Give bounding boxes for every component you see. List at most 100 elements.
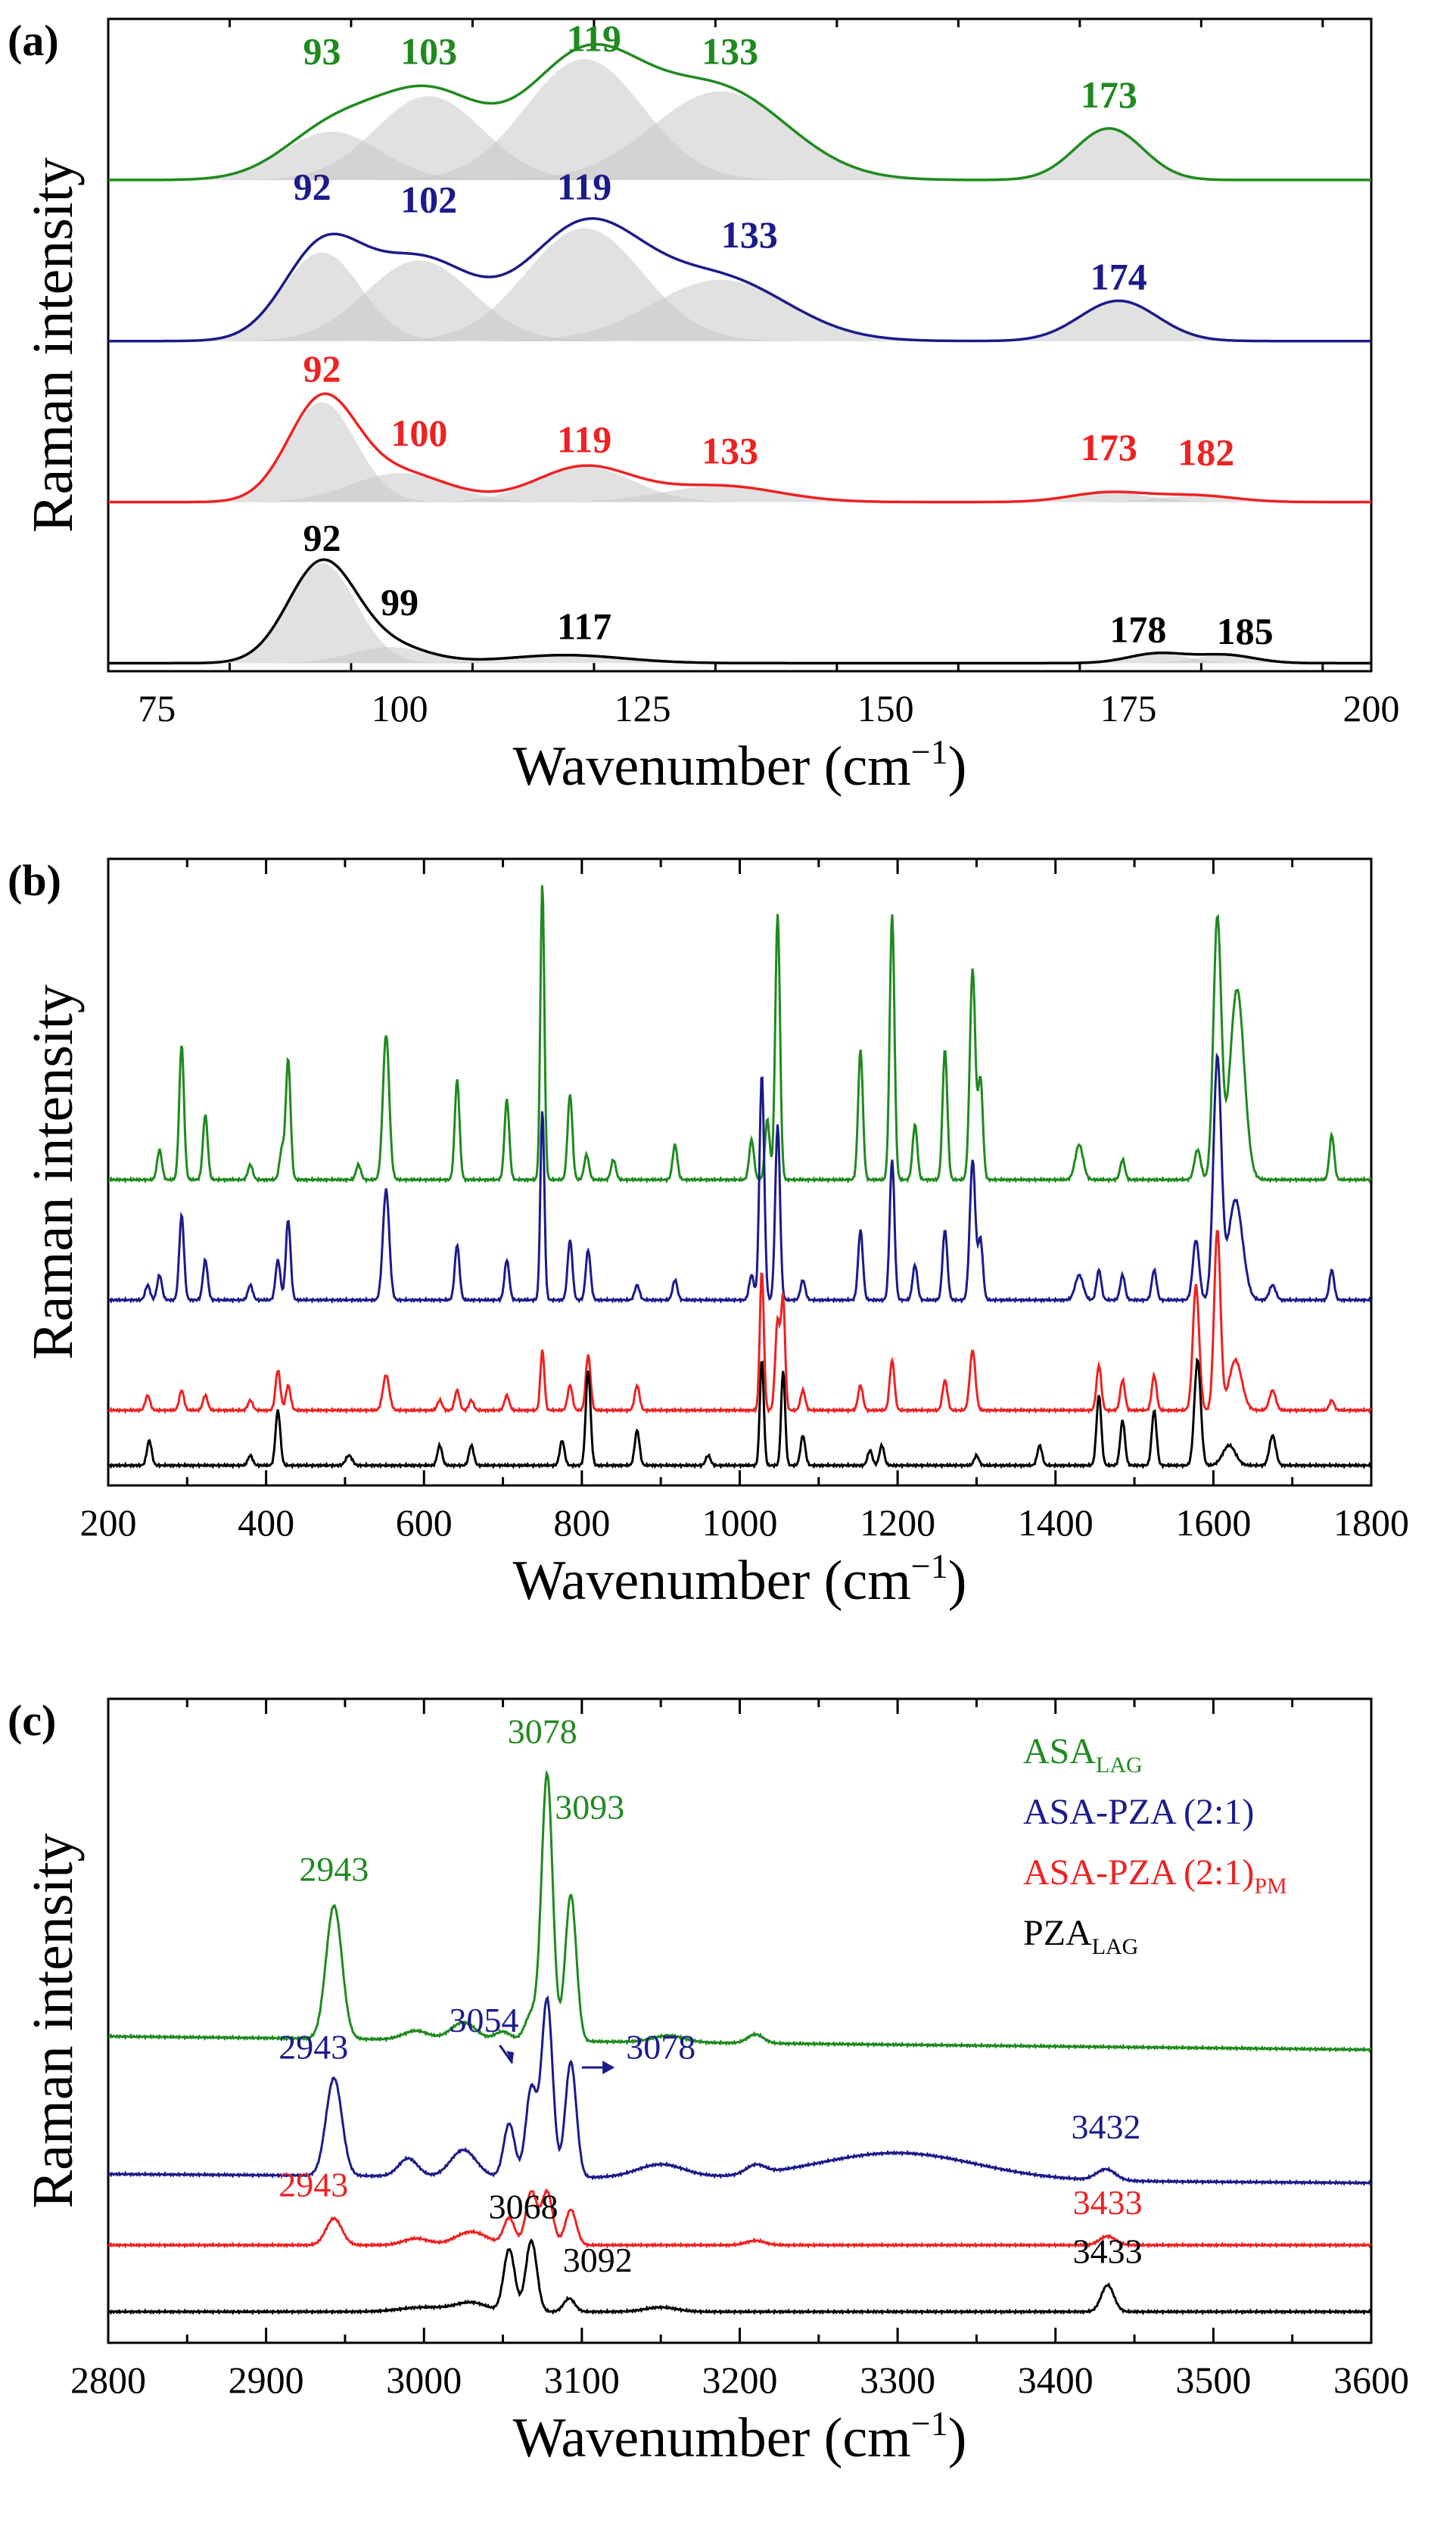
- legend-entry-base: ASA-PZA (2:1): [1023, 1792, 1254, 1832]
- peak-label: 117: [557, 605, 611, 647]
- series-asa-pza-pm: 92 100 119 133 173 182: [108, 347, 1371, 504]
- x-axis-label-close: ): [948, 736, 967, 798]
- x-tick-label: 2800: [70, 2359, 146, 2401]
- x-tick-label: 3400: [1018, 2359, 1094, 2401]
- legend-entry: ASA-PZA (2:1)PM: [1023, 1852, 1287, 1899]
- fit-component: [108, 486, 1371, 502]
- legend-entry: PZALAG: [1023, 1913, 1138, 1959]
- x-axis-label: Wavenumber (cm−1): [513, 2404, 967, 2469]
- fit-component: [108, 128, 1371, 180]
- series-asa-pza: 92 102 119 133 174: [108, 165, 1371, 343]
- legend-entry-base: ASA-PZA (2:1): [1023, 1852, 1254, 1893]
- series-asa-pza-pm: 2943 3433: [107, 2165, 1372, 2249]
- x-tick-label: 3200: [702, 2359, 778, 2401]
- peak-label: 178: [1109, 608, 1166, 651]
- peak-arrows: [499, 2044, 615, 2075]
- fit-component: [108, 402, 1371, 502]
- x-tick-label: 100: [372, 687, 428, 729]
- spectrum-line: [108, 42, 1371, 182]
- x-tick-label: 400: [238, 1501, 294, 1544]
- peak-label: 174: [1090, 256, 1147, 298]
- x-axis-label: Wavenumber (cm−1): [513, 1547, 967, 1612]
- peak-label: 3068: [489, 2188, 558, 2226]
- panel-label: (b): [8, 856, 61, 905]
- peak-label: 173: [1081, 426, 1137, 468]
- x-axis-label-close: ): [948, 2407, 967, 2469]
- peak-label: 103: [400, 30, 457, 73]
- fit-component: [108, 492, 1371, 502]
- plot-frame: [107, 857, 1373, 1487]
- x-tick-label: 1200: [860, 1501, 935, 1544]
- series-asa-pza: [107, 1052, 1372, 1304]
- peak-label: 3093: [555, 1787, 624, 1826]
- spectrum-line: [108, 217, 1371, 343]
- x-tick-label: 200: [80, 1501, 137, 1544]
- arrow-head-3078: [602, 2061, 615, 2075]
- x-tick-label: 600: [396, 1501, 453, 1544]
- fit-component: [108, 647, 1371, 664]
- peak-label: 3433: [1073, 2232, 1143, 2270]
- peak-label: 100: [390, 412, 447, 454]
- fit-component: [108, 496, 1371, 502]
- peak-label: 93: [303, 30, 341, 73]
- panel-label: (c): [8, 1696, 56, 1745]
- peak-label: 2943: [278, 2027, 348, 2066]
- spectrum-line: [107, 1357, 1372, 1470]
- x-axis-label-main: Wavenumber (cm: [513, 736, 911, 798]
- panel-label: (a): [8, 16, 59, 65]
- x-tick-label: 3000: [386, 2359, 462, 2401]
- y-axis-label: Raman intensity: [21, 984, 85, 1360]
- peak-label: 92: [294, 165, 331, 207]
- fit-component: [108, 91, 1371, 180]
- legend-entry-sub: PM: [1254, 1874, 1286, 1899]
- x-tick-label: 2900: [229, 2359, 304, 2401]
- arrow-3054: [499, 2044, 514, 2064]
- series-asa-lag: [107, 885, 1372, 1184]
- peak-label: 3078: [508, 1712, 577, 1751]
- peak-label: 92: [303, 347, 341, 390]
- fit-component: [108, 279, 1371, 341]
- x-tick-label: 75: [138, 687, 176, 729]
- peak-label: 133: [702, 30, 758, 73]
- x-axis-label-main: Wavenumber (cm: [513, 1550, 911, 1612]
- x-tick-label: 3600: [1333, 2359, 1409, 2401]
- fit-component: [108, 96, 1371, 180]
- spectrum-line: [107, 2188, 1372, 2249]
- peak-label: 2943: [299, 1850, 369, 1889]
- x-tick-label: 3100: [544, 2359, 620, 2401]
- series-asa-pza-pm: [107, 1229, 1372, 1414]
- series-pza-lag: [107, 1357, 1372, 1470]
- spectrum-line: [107, 885, 1372, 1184]
- plot-frame: [107, 17, 1373, 673]
- x-tick-label: 1000: [702, 1501, 778, 1544]
- spectrum-line: [107, 1052, 1372, 1304]
- spectrum-line: [107, 1769, 1372, 2053]
- peak-label: 173: [1081, 73, 1137, 116]
- y-axis-label: Raman intensity: [21, 157, 85, 533]
- x-tick-label: 1400: [1018, 1501, 1094, 1544]
- x-axis-label-sup: −1: [911, 733, 948, 771]
- x-tick-label: 800: [553, 1501, 610, 1544]
- legend-entry-sub: LAG: [1092, 1934, 1139, 1959]
- legend-entry-base: ASA: [1023, 1731, 1096, 1771]
- series-asa-lag: 93 103 119 133 173: [108, 17, 1371, 182]
- spectrum-line: [108, 558, 1371, 665]
- x-axis-label-sup: −1: [911, 1547, 948, 1585]
- peak-label: 3054: [450, 2001, 519, 2039]
- spectrum-line: [108, 392, 1371, 504]
- chart-panel-a: (a) Raman intensity 75 100 125 150 175 200 Waven…: [8, 16, 1400, 798]
- series-asa-lag: 2943 3078 3093: [107, 1712, 1372, 2053]
- peak-label: 185: [1217, 610, 1274, 652]
- fit-component: [108, 260, 1371, 341]
- fit-component: [108, 473, 1371, 502]
- x-tick-label: 1800: [1333, 1501, 1409, 1544]
- series-asa-pza: 2943 3054 3078 3432: [107, 1995, 1372, 2186]
- x-tick-label: 3500: [1175, 2359, 1251, 2401]
- legend-entry: ASA-PZA (2:1): [1023, 1792, 1254, 1832]
- peak-label: 92: [303, 516, 341, 558]
- x-tick-label: 125: [614, 687, 671, 729]
- x-tick-label: 200: [1343, 687, 1400, 729]
